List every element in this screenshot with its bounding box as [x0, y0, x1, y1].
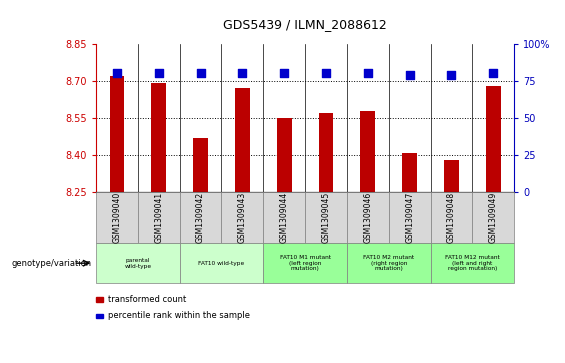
Point: [112, 70, 121, 76]
Text: transformed count: transformed count: [108, 295, 186, 304]
Bar: [319, 113, 333, 192]
Bar: [151, 83, 166, 192]
Point: [321, 70, 331, 76]
Text: FAT10 M12 mutant
(left and right
region mutation): FAT10 M12 mutant (left and right region …: [445, 255, 499, 272]
Bar: [235, 88, 250, 192]
Point: [363, 70, 372, 76]
Point: [447, 72, 456, 78]
Bar: [193, 138, 208, 192]
Point: [238, 70, 247, 76]
Point: [154, 70, 163, 76]
Text: GSM1309040: GSM1309040: [112, 192, 121, 244]
Text: GSM1309049: GSM1309049: [489, 192, 498, 244]
Text: GSM1309043: GSM1309043: [238, 192, 247, 244]
Text: FAT10 wild-type: FAT10 wild-type: [198, 261, 245, 266]
Text: GSM1309046: GSM1309046: [363, 192, 372, 244]
Text: FAT10 M2 mutant
(right region
mutation): FAT10 M2 mutant (right region mutation): [363, 255, 414, 272]
Bar: [277, 118, 292, 192]
Text: GSM1309044: GSM1309044: [280, 192, 289, 244]
Bar: [402, 153, 417, 192]
Point: [489, 70, 498, 76]
Text: GDS5439 / ILMN_2088612: GDS5439 / ILMN_2088612: [223, 18, 387, 31]
Bar: [444, 160, 459, 192]
Text: GSM1309042: GSM1309042: [196, 192, 205, 243]
Bar: [486, 86, 501, 192]
Point: [405, 72, 414, 78]
Bar: [110, 76, 124, 192]
Text: genotype/variation: genotype/variation: [11, 259, 92, 268]
Text: GSM1309045: GSM1309045: [321, 192, 331, 244]
Text: GSM1309048: GSM1309048: [447, 192, 456, 243]
Bar: [360, 111, 375, 192]
Text: percentile rank within the sample: percentile rank within the sample: [108, 311, 250, 320]
Text: FAT10 M1 mutant
(left region
mutation): FAT10 M1 mutant (left region mutation): [280, 255, 331, 272]
Point: [196, 70, 205, 76]
Text: parental
wild-type: parental wild-type: [124, 258, 151, 269]
Point: [280, 70, 289, 76]
Text: GSM1309041: GSM1309041: [154, 192, 163, 243]
Text: GSM1309047: GSM1309047: [405, 192, 414, 244]
